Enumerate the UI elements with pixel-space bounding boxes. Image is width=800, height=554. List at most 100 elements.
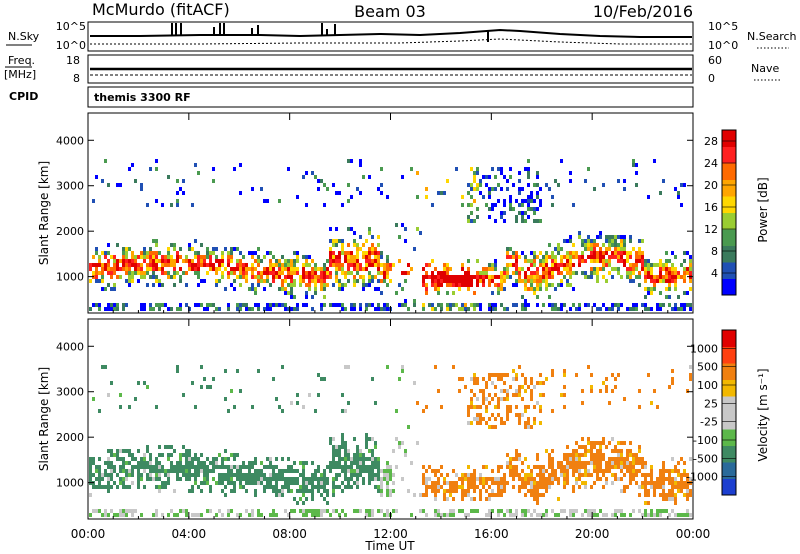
backscatter-cell	[332, 251, 335, 255]
backscatter-cell	[599, 477, 602, 481]
backscatter-cell	[287, 275, 290, 279]
backscatter-cell	[584, 465, 587, 469]
backscatter-cell	[266, 275, 269, 279]
backscatter-cell	[500, 215, 503, 219]
backscatter-cell	[236, 513, 239, 517]
backscatter-cell	[497, 283, 500, 287]
backscatter-cell	[341, 267, 344, 271]
backscatter-cell	[620, 239, 623, 243]
backscatter-cell	[371, 449, 374, 453]
backscatter-cell	[641, 303, 644, 307]
backscatter-cell	[521, 187, 524, 191]
backscatter-cell	[218, 307, 221, 311]
backscatter-cell	[149, 473, 152, 477]
backscatter-cell	[335, 275, 338, 279]
backscatter-cell	[584, 461, 587, 465]
backscatter-cell	[689, 307, 692, 311]
backscatter-cell	[116, 267, 119, 271]
backscatter-cell	[365, 465, 368, 469]
backscatter-cell	[110, 465, 113, 469]
backscatter-cell	[272, 263, 275, 267]
backscatter-cell	[668, 283, 671, 287]
backscatter-cell	[623, 441, 626, 445]
backscatter-cell	[599, 441, 602, 445]
backscatter-cell	[551, 267, 554, 271]
backscatter-cell	[425, 271, 428, 275]
backscatter-cell	[542, 267, 545, 271]
backscatter-cell	[539, 465, 542, 469]
backscatter-cell	[308, 271, 311, 275]
backscatter-cell	[425, 283, 428, 287]
backscatter-cell	[662, 275, 665, 279]
backscatter-cell	[269, 457, 272, 461]
backscatter-cell	[407, 425, 410, 429]
backscatter-cell	[272, 377, 275, 381]
backscatter-cell	[674, 513, 677, 517]
backscatter-cell	[335, 267, 338, 271]
backscatter-cell	[155, 167, 158, 171]
backscatter-cell	[197, 283, 200, 287]
backscatter-cell	[329, 465, 332, 469]
backscatter-cell	[122, 461, 125, 465]
backscatter-cell	[122, 477, 125, 481]
backscatter-cell	[119, 513, 122, 517]
y-tick-label: 2000	[56, 431, 84, 444]
backscatter-cell	[644, 307, 647, 311]
backscatter-cell	[638, 457, 641, 461]
backscatter-cell	[617, 461, 620, 465]
backscatter-cell	[491, 303, 494, 307]
backscatter-cell	[623, 179, 626, 183]
backscatter-cell	[344, 457, 347, 461]
backscatter-cell	[299, 485, 302, 489]
backscatter-cell	[365, 303, 368, 307]
backscatter-cell	[362, 465, 365, 469]
backscatter-cell	[125, 279, 128, 283]
backscatter-cell	[605, 513, 608, 517]
backscatter-cell	[665, 271, 668, 275]
backscatter-cell	[527, 207, 530, 211]
backscatter-cell	[311, 509, 314, 513]
y-tick-label: 3000	[56, 180, 84, 193]
backscatter-cell	[335, 485, 338, 489]
backscatter-cell	[305, 481, 308, 485]
backscatter-cell	[611, 513, 614, 517]
backscatter-cell	[575, 457, 578, 461]
backscatter-cell	[542, 469, 545, 473]
backscatter-cell	[122, 263, 125, 267]
backscatter-cell	[599, 457, 602, 461]
x-tick-label: 12:00	[373, 527, 408, 541]
backscatter-cell	[197, 267, 200, 271]
backscatter-cell	[452, 303, 455, 307]
backscatter-cell	[587, 437, 590, 441]
backscatter-cell	[518, 267, 521, 271]
backscatter-cell	[275, 259, 278, 263]
backscatter-cell	[533, 485, 536, 489]
backscatter-cell	[407, 489, 410, 493]
backscatter-cell	[563, 267, 566, 271]
backscatter-cell	[113, 263, 116, 267]
backscatter-cell	[512, 303, 515, 307]
backscatter-cell	[230, 509, 233, 513]
backscatter-cell	[509, 457, 512, 461]
backscatter-cell	[680, 183, 683, 187]
backscatter-cell	[218, 267, 221, 271]
backscatter-cell	[224, 369, 227, 373]
backscatter-cell	[638, 493, 641, 497]
backscatter-cell	[107, 243, 110, 247]
backscatter-cell	[461, 481, 464, 485]
backscatter-cell	[341, 509, 344, 513]
backscatter-cell	[212, 267, 215, 271]
backscatter-cell	[437, 489, 440, 493]
backscatter-cell	[251, 473, 254, 477]
backscatter-cell	[578, 255, 581, 259]
backscatter-cell	[572, 251, 575, 255]
backscatter-cell	[341, 243, 344, 247]
backscatter-cell	[374, 247, 377, 251]
backscatter-cell	[506, 509, 509, 513]
backscatter-cell	[107, 259, 110, 263]
backscatter-cell	[173, 263, 176, 267]
backscatter-cell	[656, 303, 659, 307]
backscatter-cell	[329, 259, 332, 263]
backscatter-cell	[317, 477, 320, 481]
backscatter-cell	[296, 271, 299, 275]
